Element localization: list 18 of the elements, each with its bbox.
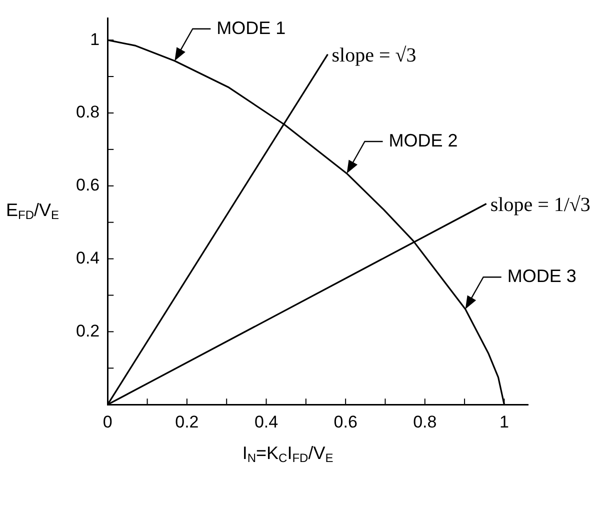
annotation: slope = 1/√3 xyxy=(490,194,590,216)
y-tick-label: 0.6 xyxy=(76,176,100,195)
annotation: MODE 2 xyxy=(388,130,458,150)
x-tick-label: 0.8 xyxy=(413,412,437,432)
x-tick-label: 0 xyxy=(102,412,112,432)
x-tick-label: 1 xyxy=(499,412,509,432)
x-tick-label: 0.2 xyxy=(175,412,199,432)
annotation: MODE 3 xyxy=(507,266,576,286)
annotation: slope = √3 xyxy=(332,44,416,67)
x-tick-label: 0.6 xyxy=(334,412,358,432)
y-tick-label: 0.8 xyxy=(76,102,100,122)
y-axis-title: E$_{FD}$/V$_{E}$ xyxy=(6,200,60,222)
x-axis-title: I$_{N}$=K$_{C}$I$_{FD}$/V$_{E}$ xyxy=(242,442,334,465)
y-tick-label: 0.4 xyxy=(76,248,100,268)
annotation: MODE 1 xyxy=(216,18,286,38)
y-tick-label: 0.2 xyxy=(76,321,100,340)
y-tick-label: 1 xyxy=(90,30,100,49)
x-tick-label: 0.4 xyxy=(254,412,278,432)
